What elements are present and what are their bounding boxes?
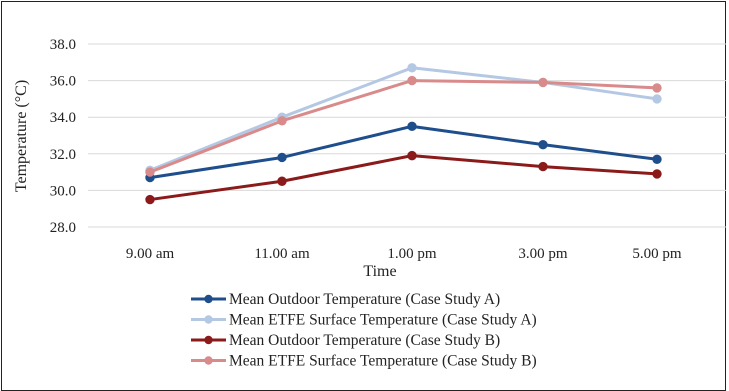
line-chart: 28.0 30.0 32.0 34.0 36.0 38.0 9.00 am 11.00 am… (13, 37, 726, 370)
data-point (652, 94, 662, 104)
x-tick-label: 3.00 pm (518, 246, 568, 262)
y-tick-labels: 28.0 30.0 32.0 34.0 36.0 38.0 (50, 37, 76, 236)
legend-label: Mean Outdoor Temperature (Case Study A) (229, 291, 500, 308)
x-tick-label: 5.00 pm (632, 246, 682, 262)
data-point (538, 161, 548, 172)
legend-marker (204, 315, 213, 324)
data-point (652, 83, 662, 93)
data-point (407, 121, 417, 132)
data-point (538, 77, 548, 88)
x-axis-label: Time (363, 263, 396, 280)
y-tick-label: 30.0 (50, 183, 76, 199)
legend: Mean Outdoor Temperature (Case Study A) M… (191, 291, 537, 370)
x-tick-label: 9.00 am (126, 246, 175, 262)
gridlines (88, 43, 726, 228)
y-axis-label: Temperature (°C) (13, 80, 30, 192)
y-tick-label: 28.0 (50, 220, 76, 236)
legend-label: Mean Outdoor Temperature (Case Study B) (229, 332, 500, 349)
data-point (652, 154, 662, 164)
data-point (407, 75, 417, 86)
x-tick-labels: 9.00 am 11.00 am 1.00 pm 3.00 pm 5.00 pm (126, 246, 682, 262)
data-point (407, 63, 417, 73)
data-point (277, 116, 287, 126)
legend-item: Mean Outdoor Temperature (Case Study A) (191, 291, 500, 308)
data-point (652, 169, 662, 179)
data-point (277, 152, 287, 163)
x-tick-label: 11.00 am (254, 246, 310, 262)
data-point (277, 176, 287, 186)
x-tick-label: 1.00 pm (387, 246, 437, 262)
legend-item: Mean ETFE Surface Temperature (Case Stud… (191, 312, 537, 329)
data-point (538, 139, 548, 150)
data-point (145, 194, 155, 205)
data-point (407, 150, 417, 161)
series-lines (145, 63, 662, 205)
y-tick-label: 36.0 (50, 74, 76, 90)
y-tick-label: 38.0 (50, 37, 76, 53)
data-point (145, 167, 155, 177)
legend-item: Mean ETFE Surface Temperature (Case Stud… (191, 353, 537, 370)
legend-label: Mean ETFE Surface Temperature (Case Stud… (229, 353, 537, 370)
series-line-3 (149, 154, 658, 202)
legend-marker (204, 335, 213, 345)
legend-marker (204, 356, 213, 365)
legend-item: Mean Outdoor Temperature (Case Study B) (191, 332, 500, 349)
y-tick-label: 34.0 (50, 110, 76, 126)
y-tick-label: 32.0 (50, 147, 76, 163)
legend-marker (204, 294, 213, 304)
legend-label: Mean ETFE Surface Temperature (Case Stud… (229, 312, 537, 329)
